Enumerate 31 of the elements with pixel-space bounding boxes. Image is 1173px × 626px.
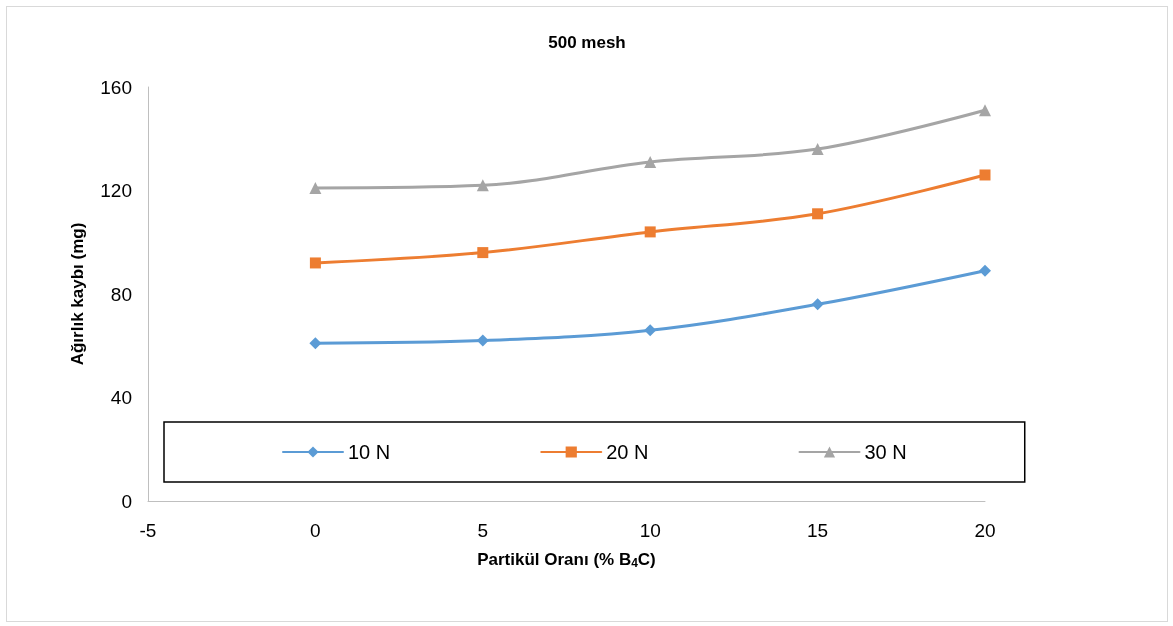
point <box>309 181 322 194</box>
legend-label: 10 N <box>348 441 391 463</box>
point <box>812 208 824 220</box>
y-tick-label: 160 <box>100 76 132 98</box>
y-tick-label: 120 <box>100 180 132 201</box>
chart-title: 500 mesh <box>548 33 626 52</box>
point <box>476 334 489 347</box>
legend-label: 30 N <box>864 441 907 463</box>
x-tick-label: 5 <box>477 520 489 541</box>
point <box>811 298 824 311</box>
y-tick-label: 0 <box>121 490 132 512</box>
y-axis-title: Ağırlık kaybı (mg) <box>68 222 87 366</box>
y-tick-label: 80 <box>110 283 132 305</box>
x-tick-label: 0 <box>310 520 321 541</box>
x-tick-label: 15 <box>807 520 829 541</box>
x-tick-label: 20 <box>974 520 996 541</box>
point <box>477 247 489 259</box>
point <box>309 257 321 269</box>
point <box>811 143 824 156</box>
point <box>979 169 991 181</box>
point <box>979 104 991 117</box>
x-tick-label: 10 <box>639 520 661 541</box>
point <box>979 264 991 277</box>
point <box>644 156 657 169</box>
legend-label: 20 N <box>606 441 649 463</box>
point <box>309 337 322 350</box>
y-tick-label: 40 <box>110 387 132 408</box>
x-tick-label: -5 <box>139 520 157 541</box>
point <box>476 179 489 192</box>
point <box>644 324 657 337</box>
point <box>644 226 656 238</box>
